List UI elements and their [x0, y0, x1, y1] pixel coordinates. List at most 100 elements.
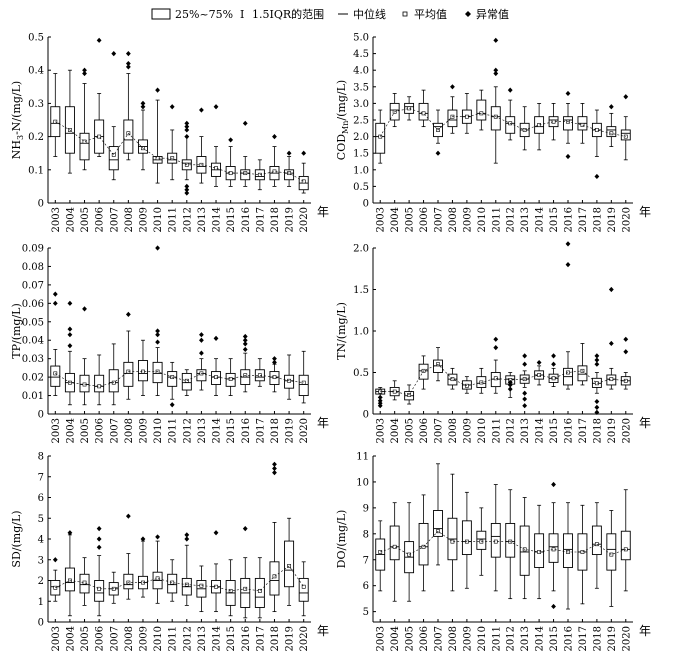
x-tick-label: 2016	[564, 418, 575, 443]
outlier-point	[52, 300, 58, 306]
mean-marker	[594, 128, 599, 132]
x-tick-label: 2007	[434, 418, 445, 443]
x-tick-label: 2018	[592, 626, 603, 651]
x-tick-label: 2019	[285, 418, 296, 443]
x-tick-label: 2005	[405, 418, 416, 443]
outlier-point	[125, 64, 131, 70]
outlier-point	[184, 532, 190, 538]
legend-mean-label: 平均值	[414, 8, 447, 21]
y-tick-label: 0.08	[22, 262, 44, 273]
x-tick-label: 2009	[138, 418, 149, 443]
box-2009	[137, 100, 148, 171]
x-tick-label: 2020	[299, 418, 310, 443]
y-tick-label: 5	[363, 607, 369, 618]
iqr-box	[433, 510, 443, 537]
box-2009	[137, 339, 148, 396]
x-tick-label: 2009	[462, 207, 473, 232]
box-2004	[389, 502, 400, 602]
y-tick-label: 11	[356, 452, 369, 463]
box-2014	[211, 104, 222, 187]
outlier-point	[522, 361, 528, 367]
outlier-point	[228, 137, 234, 143]
box-2012	[181, 369, 192, 396]
outlier-point	[125, 51, 131, 57]
x-tick-label: 2003	[376, 207, 387, 232]
outlier-point	[565, 153, 571, 160]
box-2010	[152, 87, 163, 184]
y-tick-label: 0.07	[22, 280, 44, 291]
mean-marker	[594, 381, 599, 386]
y-tick-label: 4.0	[353, 66, 369, 77]
box-2018	[591, 109, 602, 180]
panel-sd: 0 1 2 3 4 5 6 7 8 SD/(mg/L) 2003 2004 2005 2006 2007 20…	[10, 452, 329, 652]
x-tick-label: 2003	[51, 207, 62, 232]
x-tick-label: 2008	[124, 418, 135, 443]
x-tick-label: 2003	[376, 626, 387, 651]
x-tick-label: 2012	[506, 626, 517, 651]
x-tick-label: 2012	[182, 207, 193, 232]
box-2009	[461, 491, 472, 589]
box-2007	[108, 343, 119, 406]
box-2015	[225, 358, 236, 396]
box-2011	[490, 336, 501, 394]
outlier-point	[435, 150, 441, 156]
box-2013	[519, 353, 530, 409]
panel-nh3: 0 0.1 0.2 0.3 0.4 0.5 NH3-N/(mg/L) 2003 2004 2005…	[10, 33, 329, 233]
box-2008	[123, 51, 134, 161]
outlier-point	[155, 87, 160, 93]
outlier-point	[52, 557, 58, 563]
outlier-point	[125, 513, 131, 519]
outlier-point	[155, 328, 160, 334]
outlier-point	[242, 333, 248, 340]
y-tick-label: 7	[38, 472, 44, 483]
mean-marker	[537, 373, 542, 377]
y-tick-label: 2.0	[353, 244, 369, 255]
x-axis-label: 年	[317, 624, 329, 638]
y-axis-label: CODMn/(mg/L)	[335, 80, 350, 160]
box-2003	[50, 291, 61, 396]
outlier-point	[242, 346, 248, 353]
box-2005	[79, 306, 90, 406]
x-tick-label: 2013	[520, 626, 531, 651]
iqr-box	[94, 580, 105, 602]
outlier-point	[493, 67, 499, 73]
outlier-point	[52, 291, 58, 297]
box-2011	[167, 361, 178, 408]
box-2015	[225, 137, 236, 187]
outlier-point	[199, 350, 204, 356]
x-tick-label: 2006	[419, 207, 430, 232]
y-tick-label: 5.0	[353, 33, 369, 44]
box-2017	[577, 343, 588, 386]
mean-marker	[82, 139, 87, 144]
outlier-point	[522, 390, 528, 396]
outlier-point	[493, 70, 499, 77]
mean-marker	[450, 377, 455, 382]
outlier-point	[184, 127, 190, 133]
y-axis-label: NH3-N/(mg/L)	[10, 81, 25, 159]
outlier-point	[594, 173, 600, 180]
outlier-point	[608, 104, 614, 110]
outlier-point	[242, 120, 248, 126]
x-axis-label: 年	[317, 205, 329, 219]
box-2016	[563, 241, 573, 390]
box-2013	[196, 565, 207, 613]
outlier-point	[272, 134, 277, 140]
x-tick-label: 2016	[241, 626, 252, 651]
box-2020	[298, 350, 309, 404]
y-tick-label: 6	[38, 493, 44, 504]
outlier-point	[608, 340, 614, 347]
x-tick-label: 2019	[607, 626, 618, 651]
outlier-point	[67, 530, 73, 536]
iqr-box	[79, 132, 90, 161]
box-2010	[152, 245, 163, 396]
outlier-point	[184, 187, 190, 193]
x-tick-label: 2006	[95, 626, 106, 651]
outlier-point	[507, 87, 513, 93]
legend-outlier-label: 异常值	[476, 8, 509, 21]
outlier-point	[565, 262, 571, 268]
outlier-point	[551, 353, 556, 359]
x-tick-label: 2010	[477, 626, 488, 651]
box-2020	[298, 150, 309, 194]
mean-marker	[580, 550, 585, 554]
outlier-point	[155, 339, 160, 345]
